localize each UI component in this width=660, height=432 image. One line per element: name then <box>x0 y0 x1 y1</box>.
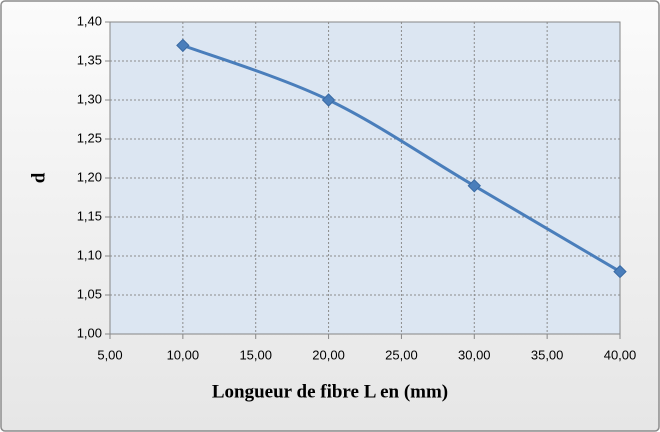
y-tick-label: 1,35 <box>77 52 102 67</box>
x-axis-title: Longueur de fibre L en (mm) <box>212 381 448 402</box>
series-line <box>182 43 621 273</box>
x-tick-label: 35,00 <box>531 347 564 362</box>
x-tick-label: 5,00 <box>97 347 122 362</box>
data-point <box>467 179 481 193</box>
y-tick-label: 1,15 <box>77 208 102 223</box>
y-tick-label: 1,05 <box>77 286 102 301</box>
y-tick-label: 1,20 <box>77 169 102 184</box>
x-tick-label: 25,00 <box>385 347 418 362</box>
y-tick-label: 1,30 <box>77 91 102 106</box>
data-point <box>176 38 190 53</box>
x-tick-label: 15,00 <box>239 347 272 362</box>
x-tick-label: 20,00 <box>312 347 345 362</box>
y-tick-label: 1,25 <box>77 130 102 145</box>
data-point <box>613 264 627 279</box>
y-tick-label: 1,10 <box>77 247 102 262</box>
x-tick-label: 10,00 <box>167 347 200 362</box>
y-tick-label: 1,00 <box>77 325 102 340</box>
x-tick-label: 30,00 <box>458 347 491 362</box>
data-point <box>321 93 336 107</box>
x-tick-label: 40,00 <box>604 347 637 362</box>
y-axis-title: d <box>28 172 49 183</box>
y-tick-label: 1,40 <box>77 13 102 28</box>
